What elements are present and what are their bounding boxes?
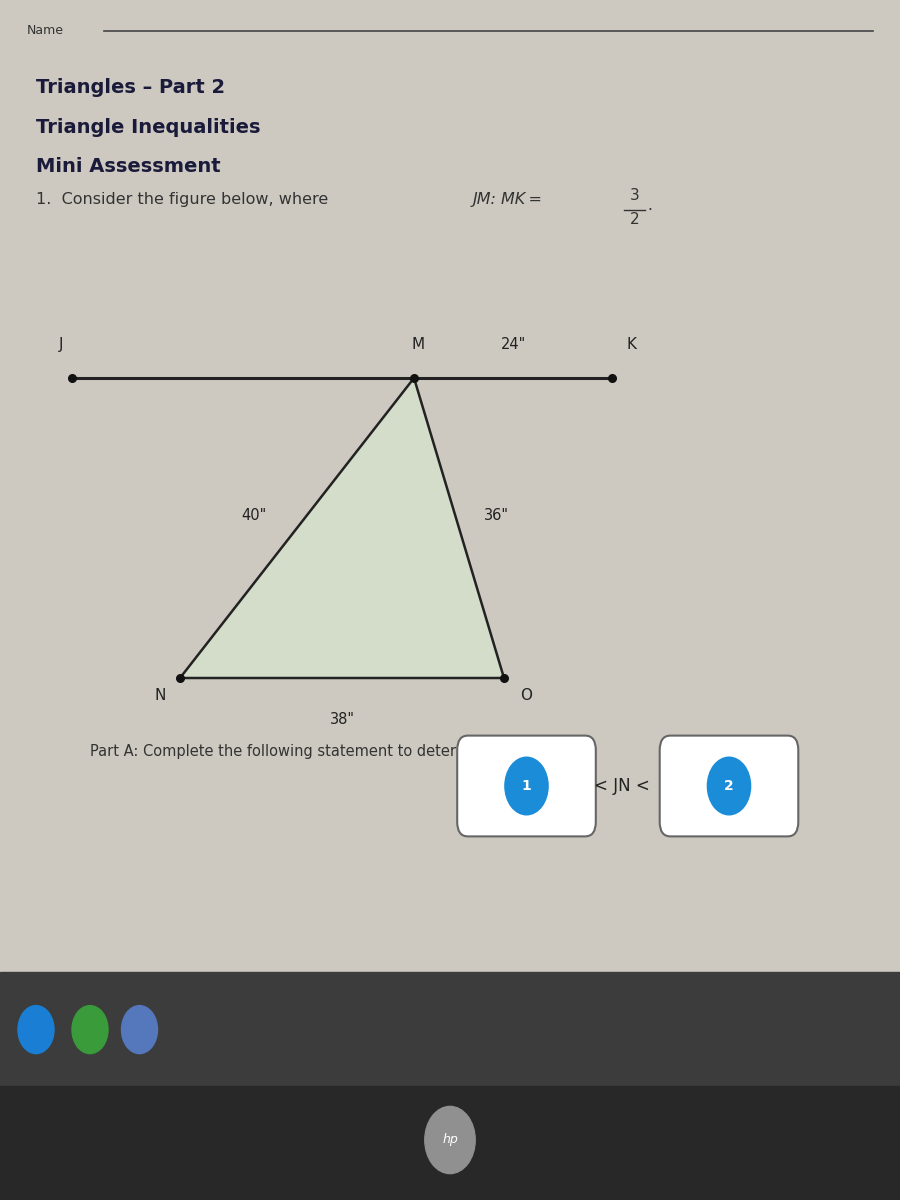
Text: Triangle Inequalities: Triangle Inequalities [36, 118, 260, 137]
Circle shape [72, 1006, 108, 1054]
Text: Triangles – Part 2: Triangles – Part 2 [36, 78, 225, 97]
Text: 1: 1 [522, 779, 531, 793]
Polygon shape [180, 378, 504, 678]
Circle shape [707, 757, 751, 815]
Circle shape [18, 1006, 54, 1054]
Text: 2: 2 [630, 212, 639, 228]
Text: < JN <: < JN < [594, 778, 650, 796]
Text: M: M [412, 336, 425, 352]
Text: 3: 3 [630, 188, 639, 203]
Text: JM: MK =: JM: MK = [472, 192, 545, 206]
Circle shape [425, 1106, 475, 1174]
Bar [0, 1086, 900, 1200]
Text: 1.  Consider the figure below, where: 1. Consider the figure below, where [36, 192, 333, 206]
Text: N: N [155, 688, 166, 702]
Circle shape [505, 757, 548, 815]
Text: O: O [520, 688, 533, 702]
Circle shape [122, 1006, 158, 1054]
Text: Part A: Complete the following statement to determine the: Part A: Complete the following statement… [90, 744, 521, 758]
Text: hp: hp [442, 1134, 458, 1146]
Text: K: K [626, 336, 637, 352]
Text: J: J [59, 336, 63, 352]
FancyBboxPatch shape [660, 736, 798, 836]
Text: 40": 40" [241, 509, 266, 523]
Text: 2: 2 [724, 779, 733, 793]
Text: 36": 36" [484, 509, 509, 523]
Text: 38": 38" [329, 712, 355, 726]
Text: 24": 24" [500, 336, 526, 352]
Text: .: . [647, 198, 652, 214]
Text: Name: Name [27, 24, 64, 36]
Bar [0, 972, 900, 1086]
Text: Mini Assessment: Mini Assessment [36, 157, 220, 176]
FancyBboxPatch shape [457, 736, 596, 836]
